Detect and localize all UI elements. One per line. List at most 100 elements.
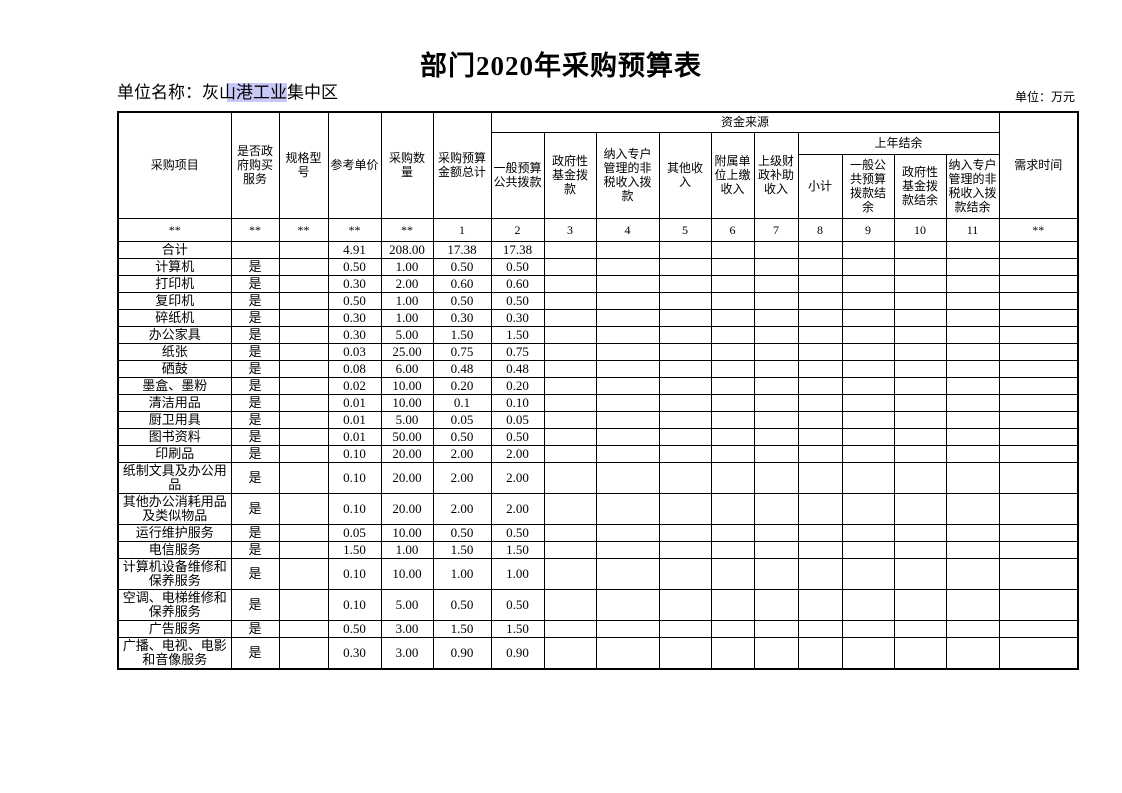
value-cell xyxy=(753,291,799,310)
value-cell xyxy=(710,540,755,559)
value-cell: 1.50 xyxy=(432,540,492,559)
value-cell xyxy=(841,619,895,638)
item-name-cell: 纸张 xyxy=(117,342,232,361)
value-cell xyxy=(753,342,799,361)
value-cell: 2.00 xyxy=(490,492,545,525)
header-row-3: 小计 一般公共预算拨款结余 政府性基金拨款结余 纳入专户管理的非税收入拨款结余 xyxy=(118,153,1078,219)
value-cell xyxy=(710,325,755,344)
column-id-cell: 7 xyxy=(753,217,799,242)
value-cell xyxy=(278,427,329,446)
value-cell xyxy=(893,359,947,378)
value-cell: 是 xyxy=(230,523,280,542)
col-header-unit-price: 参考单价 xyxy=(327,111,382,219)
value-cell xyxy=(278,240,329,259)
value-cell xyxy=(658,257,712,276)
value-cell xyxy=(278,619,329,638)
item-name-cell: 清洁用品 xyxy=(117,393,232,412)
value-cell: 5.00 xyxy=(380,410,434,429)
column-id-cell: 4 xyxy=(595,217,660,242)
value-cell xyxy=(753,274,799,293)
value-cell: 0.50 xyxy=(490,291,545,310)
value-cell xyxy=(710,410,755,429)
value-cell xyxy=(998,540,1079,559)
column-id-cell: 1 xyxy=(432,217,492,242)
value-cell xyxy=(893,619,947,638)
table-row: 厨卫用具是 0.01 5.00 0.05 0.05 xyxy=(117,410,1079,429)
value-cell: 1.50 xyxy=(490,619,545,638)
value-cell xyxy=(595,523,660,542)
value-cell: 1.50 xyxy=(327,540,382,559)
table-row: 空调、电梯维修和保养服务是 0.10 5.00 0.50 0.50 xyxy=(117,588,1079,621)
table-row: 打印机是 0.30 2.00 0.60 0.60 xyxy=(117,274,1079,293)
value-cell xyxy=(543,359,597,378)
value-cell xyxy=(658,444,712,463)
value-cell xyxy=(710,619,755,638)
value-cell xyxy=(998,588,1079,621)
value-cell xyxy=(893,342,947,361)
value-cell xyxy=(595,636,660,669)
value-cell xyxy=(893,393,947,412)
value-cell xyxy=(710,342,755,361)
value-cell: 0.03 xyxy=(327,342,382,361)
value-cell xyxy=(841,257,895,276)
value-cell xyxy=(945,588,1000,621)
value-cell: 10.00 xyxy=(380,393,434,412)
unit-name-line: 单位名称：灰山港工业集中区 xyxy=(117,81,338,104)
table-row: 运行维护服务是 0.05 10.00 0.50 0.50 xyxy=(117,523,1079,542)
value-cell xyxy=(710,588,755,621)
value-cell: 0.01 xyxy=(327,410,382,429)
value-cell: 0.50 xyxy=(432,291,492,310)
value-cell xyxy=(945,308,1000,327)
column-id-cell: 5 xyxy=(658,217,712,242)
value-cell: 2.00 xyxy=(490,444,545,463)
value-cell xyxy=(998,427,1079,446)
value-cell xyxy=(797,427,843,446)
column-id-cell: 8 xyxy=(797,217,843,242)
value-cell: 1.50 xyxy=(432,325,492,344)
column-id-cell: ** xyxy=(230,217,280,242)
value-cell: 0.01 xyxy=(327,393,382,412)
value-cell xyxy=(945,636,1000,669)
column-id-cell: ** xyxy=(998,217,1079,242)
value-cell xyxy=(658,359,712,378)
value-cell xyxy=(595,492,660,525)
value-cell: 是 xyxy=(230,376,280,395)
value-cell: 是 xyxy=(230,257,280,276)
value-cell xyxy=(543,588,597,621)
value-cell: 0.50 xyxy=(327,257,382,276)
value-cell xyxy=(658,308,712,327)
value-cell xyxy=(797,444,843,463)
value-cell: 是 xyxy=(230,308,280,327)
value-cell xyxy=(893,274,947,293)
value-cell: 0.60 xyxy=(490,274,545,293)
value-cell: 1.00 xyxy=(380,257,434,276)
value-cell xyxy=(278,393,329,412)
value-cell xyxy=(595,427,660,446)
value-cell xyxy=(945,291,1000,310)
value-cell xyxy=(710,240,755,259)
col-header-superior-subsidy: 上级财政补助收入 xyxy=(753,131,799,219)
table-row: 广告服务是 0.50 3.00 1.50 1.50 xyxy=(117,619,1079,638)
value-cell xyxy=(753,427,799,446)
value-cell: 0.90 xyxy=(432,636,492,669)
value-cell xyxy=(998,461,1079,494)
value-cell xyxy=(658,540,712,559)
value-cell xyxy=(595,540,660,559)
value-cell: 0.10 xyxy=(327,588,382,621)
item-name-cell: 计算机 xyxy=(117,257,232,276)
value-cell xyxy=(753,393,799,412)
col-header-budget-total: 采购预算金额总计 xyxy=(432,111,492,219)
item-name-cell: 计算机设备维修和保养服务 xyxy=(117,557,232,590)
value-cell: 0.10 xyxy=(327,557,382,590)
value-cell: 17.38 xyxy=(432,240,492,259)
header-row-2: 一般预算公共拨款 政府性基金拨款 纳入专户管理的非税收入拨款 其他收入 附属单位… xyxy=(118,131,1078,219)
value-cell xyxy=(710,427,755,446)
value-cell: 0.30 xyxy=(327,636,382,669)
value-cell xyxy=(945,359,1000,378)
value-cell xyxy=(278,444,329,463)
value-cell xyxy=(658,291,712,310)
value-cell xyxy=(893,410,947,429)
value-cell: 0.10 xyxy=(327,461,382,494)
column-id-cell: 11 xyxy=(945,217,1000,242)
value-cell xyxy=(797,492,843,525)
